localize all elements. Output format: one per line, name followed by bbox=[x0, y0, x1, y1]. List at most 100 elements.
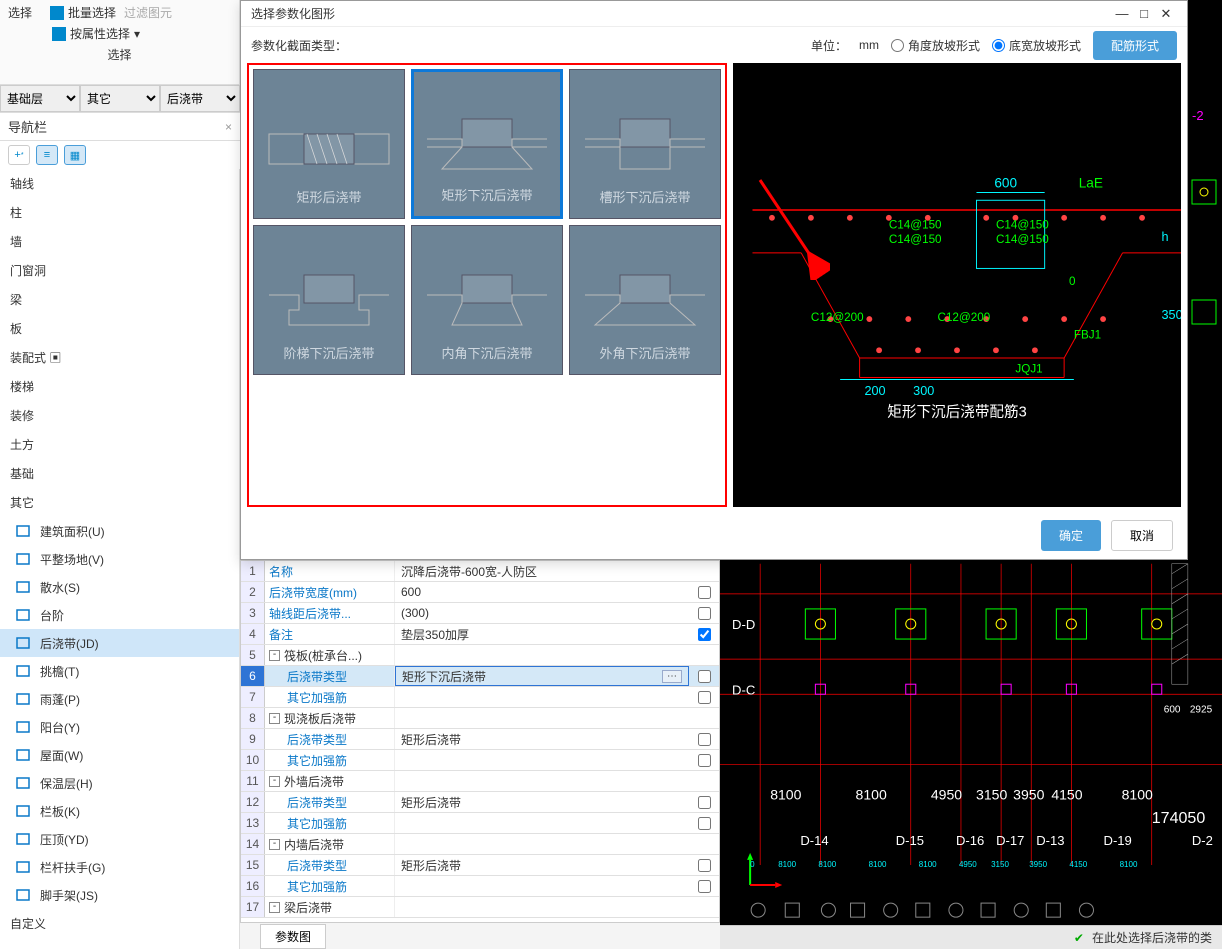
sub-select[interactable]: 后浇带 bbox=[160, 85, 240, 112]
tree-item-scaffold[interactable]: 脚手架(JS) bbox=[0, 881, 239, 909]
prop-row[interactable]: 5-筏板(桩承台...) bbox=[241, 645, 719, 666]
prop-value[interactable] bbox=[395, 876, 689, 896]
prop-value[interactable]: 矩形后浇带 bbox=[395, 792, 689, 812]
prop-value[interactable] bbox=[395, 834, 689, 854]
radio-angle[interactable]: 角度放坡形式 bbox=[891, 37, 980, 54]
prop-checkbox[interactable] bbox=[689, 666, 719, 686]
tree-item-roof[interactable]: 屋面(W) bbox=[0, 741, 239, 769]
nav-add-icon[interactable]: +* bbox=[8, 145, 30, 165]
prop-value[interactable]: 600 bbox=[395, 582, 689, 602]
prop-value[interactable]: 矩形后浇带 bbox=[395, 729, 689, 749]
tree-group[interactable]: 土方 bbox=[0, 430, 239, 459]
tree-group[interactable]: 轴线 bbox=[0, 169, 239, 198]
prop-value[interactable]: (300) bbox=[395, 603, 689, 623]
prop-row[interactable]: 12后浇带类型矩形后浇带 bbox=[241, 792, 719, 813]
prop-value[interactable] bbox=[395, 897, 689, 917]
tree-group[interactable]: 其它 bbox=[0, 488, 239, 517]
tree-item-canopy[interactable]: 雨蓬(P) bbox=[0, 685, 239, 713]
tree-item-pcs[interactable]: 后浇带(JD) bbox=[0, 629, 239, 657]
tree-group[interactable]: 梁 bbox=[0, 285, 239, 314]
layer-select[interactable]: 基础层 bbox=[0, 85, 80, 112]
nav-list-icon[interactable]: ≡ bbox=[36, 145, 58, 165]
close-icon[interactable]: ✕ bbox=[1155, 6, 1177, 22]
prop-row[interactable]: 8-现浇板后浇带 bbox=[241, 708, 719, 729]
prop-row[interactable]: 10其它加强筋 bbox=[241, 750, 719, 771]
tree-item-handrail[interactable]: 栏杆扶手(G) bbox=[0, 853, 239, 881]
prop-row[interactable]: 16其它加强筋 bbox=[241, 876, 719, 897]
shape-option-2[interactable]: 槽形下沉后浇带 bbox=[569, 69, 721, 219]
shape-option-4[interactable]: 内角下沉后浇带 bbox=[411, 225, 563, 375]
tree-group[interactable]: 装配式 ▣ bbox=[0, 343, 239, 372]
prop-checkbox[interactable] bbox=[689, 792, 719, 812]
tree-group[interactable]: 板 bbox=[0, 314, 239, 343]
prop-value[interactable] bbox=[395, 687, 689, 707]
left-tree[interactable]: 轴线柱墙门窗洞梁板装配式 ▣楼梯装修土方基础其它建筑面积(U)平整场地(V)散水… bbox=[0, 169, 240, 949]
prop-row[interactable]: 7其它加强筋 bbox=[241, 687, 719, 708]
minimize-icon[interactable]: — bbox=[1111, 6, 1133, 21]
prop-row[interactable]: 14-内墙后浇带 bbox=[241, 834, 719, 855]
prop-checkbox[interactable] bbox=[689, 687, 719, 707]
prop-row[interactable]: 1名称沉降后浇带-600宽-人防区 bbox=[241, 561, 719, 582]
rebar-form-button[interactable]: 配筋形式 bbox=[1093, 31, 1177, 60]
prop-row[interactable]: 9后浇带类型矩形后浇带 bbox=[241, 729, 719, 750]
prop-value[interactable]: 矩形下沉后浇带⋯ bbox=[395, 666, 689, 686]
prop-row[interactable]: 17-梁后浇带 bbox=[241, 897, 719, 918]
property-table[interactable]: 1名称沉降后浇带-600宽-人防区2后浇带宽度(mm)6003轴线距后浇带...… bbox=[240, 560, 720, 949]
shape-option-3[interactable]: 阶梯下沉后浇带 bbox=[253, 225, 405, 375]
tree-item-level[interactable]: 平整场地(V) bbox=[0, 545, 239, 573]
tree-item-insul[interactable]: 保温层(H) bbox=[0, 769, 239, 797]
tree-group[interactable]: 基础 bbox=[0, 459, 239, 488]
prop-row[interactable]: 13其它加强筋 bbox=[241, 813, 719, 834]
by-attr-select-btn[interactable]: 按属性选择 ▾ bbox=[52, 25, 140, 42]
ok-button[interactable]: 确定 bbox=[1041, 520, 1101, 551]
param-diagram-button[interactable]: 参数图 bbox=[260, 924, 326, 949]
prop-checkbox[interactable] bbox=[689, 603, 719, 623]
radio-width[interactable]: 底宽放坡形式 bbox=[992, 37, 1081, 54]
prop-value[interactable]: 矩形后浇带 bbox=[395, 855, 689, 875]
tree-item-area[interactable]: 建筑面积(U) bbox=[0, 517, 239, 545]
prop-value[interactable] bbox=[395, 813, 689, 833]
tree-item-balcony[interactable]: 阳台(Y) bbox=[0, 713, 239, 741]
prop-row[interactable]: 11-外墙后浇带 bbox=[241, 771, 719, 792]
prop-checkbox[interactable] bbox=[689, 582, 719, 602]
shape-option-0[interactable]: 矩形后浇带 bbox=[253, 69, 405, 219]
prop-value[interactable] bbox=[395, 645, 689, 665]
navbar-close-icon[interactable]: × bbox=[225, 120, 232, 134]
cad-plan-view[interactable]: D-D D-C 8100 8100 4950 3150 3950 4150 81… bbox=[720, 560, 1222, 949]
prop-row[interactable]: 3轴线距后浇带...(300) bbox=[241, 603, 719, 624]
tree-group[interactable]: 门窗洞 bbox=[0, 256, 239, 285]
tree-item-apron[interactable]: 散水(S) bbox=[0, 573, 239, 601]
prop-value[interactable] bbox=[395, 708, 689, 728]
prop-value[interactable] bbox=[395, 771, 689, 791]
tree-group[interactable]: 装修 bbox=[0, 401, 239, 430]
prop-checkbox[interactable] bbox=[689, 855, 719, 875]
ellipsis-button[interactable]: ⋯ bbox=[662, 670, 682, 683]
prop-checkbox[interactable] bbox=[689, 624, 719, 644]
prop-row[interactable]: 6后浇带类型矩形下沉后浇带⋯ bbox=[241, 666, 719, 687]
prop-value[interactable]: 垫层350加厚 bbox=[395, 624, 689, 644]
prop-checkbox[interactable] bbox=[689, 876, 719, 896]
prop-row[interactable]: 2后浇带宽度(mm)600 bbox=[241, 582, 719, 603]
shape-option-1[interactable]: 矩形下沉后浇带 bbox=[411, 69, 563, 219]
prop-checkbox[interactable] bbox=[689, 729, 719, 749]
prop-row[interactable]: 15后浇带类型矩形后浇带 bbox=[241, 855, 719, 876]
tree-item-cant[interactable]: 挑檐(T) bbox=[0, 657, 239, 685]
tree-item-rail[interactable]: 栏板(K) bbox=[0, 797, 239, 825]
prop-value[interactable] bbox=[395, 750, 689, 770]
tree-group[interactable]: 楼梯 bbox=[0, 372, 239, 401]
shape-option-5[interactable]: 外角下沉后浇带 bbox=[569, 225, 721, 375]
tree-item-cap[interactable]: 压顶(YD) bbox=[0, 825, 239, 853]
prop-checkbox[interactable] bbox=[689, 813, 719, 833]
tree-group[interactable]: 柱 bbox=[0, 198, 239, 227]
tree-group[interactable]: 自定义 bbox=[0, 909, 239, 938]
cancel-button[interactable]: 取消 bbox=[1111, 520, 1173, 551]
tree-group[interactable]: 墙 bbox=[0, 227, 239, 256]
nav-grid-icon[interactable]: ▦ bbox=[64, 145, 86, 165]
prop-value[interactable]: 沉降后浇带-600宽-人防区 bbox=[395, 561, 689, 581]
prop-row[interactable]: 4备注垫层350加厚 bbox=[241, 624, 719, 645]
batch-select-btn[interactable]: 批量选择 bbox=[50, 4, 116, 21]
category-select[interactable]: 其它 bbox=[80, 85, 160, 112]
maximize-icon[interactable]: □ bbox=[1133, 6, 1155, 21]
prop-checkbox[interactable] bbox=[689, 750, 719, 770]
tree-item-step[interactable]: 台阶 bbox=[0, 601, 239, 629]
